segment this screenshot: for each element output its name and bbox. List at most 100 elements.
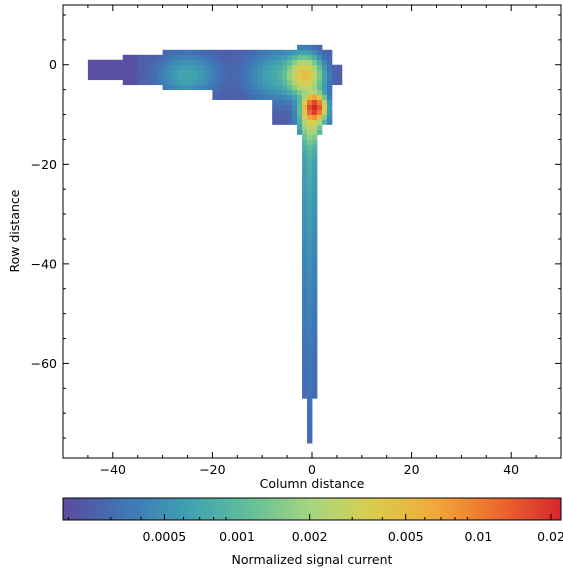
heatmap-cell [297, 94, 303, 100]
heatmap-cell [312, 388, 318, 394]
heatmap-cell [312, 378, 318, 384]
heatmap-cell [162, 54, 168, 61]
heatmap-cell [302, 288, 308, 295]
heatmap-cell [87, 59, 94, 66]
heatmap-cell [312, 154, 318, 160]
heatmap-cell [307, 94, 313, 100]
heatmap-cell [307, 64, 313, 71]
heatmap-cell [222, 74, 228, 81]
heatmap-cell [287, 79, 293, 86]
heatmap-cell [307, 194, 313, 200]
heatmap-cell [326, 119, 333, 125]
heatmap-cell [222, 64, 228, 71]
heatmap-cell [152, 79, 159, 86]
heatmap-cell [312, 303, 318, 310]
heatmap-cell [192, 54, 198, 61]
heatmap-cell [302, 273, 308, 280]
heatmap-cell [182, 84, 188, 91]
heatmap-cell [187, 49, 193, 56]
heatmap-cell [172, 54, 178, 61]
heatmap-cell [207, 59, 213, 66]
heatmap-cell [122, 79, 129, 86]
heatmap-cell [162, 69, 168, 76]
heatmap-cell [267, 94, 273, 100]
heatmap-cell [217, 64, 223, 71]
heatmap-cell [307, 214, 313, 220]
heatmap-cell [307, 338, 313, 344]
heatmap-cell [152, 64, 159, 71]
heatmap-cell [242, 59, 248, 66]
heatmap-cell [307, 253, 313, 260]
heatmap-cell [212, 69, 218, 76]
heatmap-cell [312, 224, 318, 230]
heatmap-cell [177, 49, 183, 56]
heatmap-cell [237, 89, 243, 96]
heatmap-cell [307, 258, 313, 265]
x-tick-label: 40 [503, 462, 519, 477]
heatmap-cell [222, 89, 228, 96]
heatmap-cell [307, 159, 313, 165]
heatmap-cell [277, 89, 283, 96]
heatmap-cell [252, 84, 258, 91]
heatmap-cell [122, 59, 129, 66]
heatmap-cell [307, 144, 313, 150]
heatmap-cell [312, 368, 318, 374]
heatmap-cell [242, 49, 248, 56]
heatmap-cell [326, 74, 333, 81]
heatmap-cell [167, 69, 173, 76]
heatmap-cell [302, 328, 308, 334]
heatmap-cell [312, 358, 318, 364]
heatmap-cell [262, 94, 268, 100]
heatmap-cell [307, 313, 313, 320]
heatmap-cell [312, 79, 318, 86]
heatmap-cell [312, 149, 318, 155]
heatmap-cell [272, 114, 278, 120]
heatmap-cell [312, 114, 318, 120]
heatmap-cell [307, 104, 313, 110]
heatmap-cell [117, 64, 124, 71]
heatmap-cell [112, 59, 119, 66]
heatmap-cell [321, 64, 328, 71]
heatmap-cell [316, 129, 323, 135]
heatmap-cell [207, 84, 213, 91]
colorbar-tick-label: 0.001 [219, 529, 255, 544]
x-tick-label: −20 [199, 462, 225, 477]
heatmap-cell [142, 74, 149, 81]
heatmap-cell [321, 114, 328, 120]
heatmap-cell [232, 84, 238, 91]
heatmap-cell [157, 59, 163, 66]
heatmap-cell [302, 109, 308, 115]
heatmap-cell [147, 79, 154, 86]
heatmap-cell [247, 69, 253, 76]
heatmap-cell [307, 44, 313, 51]
heatmap-cell [312, 229, 318, 235]
heatmap-cell [312, 49, 318, 56]
heatmap-cell [302, 383, 308, 389]
heatmap-cell [307, 408, 313, 414]
heatmap-cell [227, 74, 233, 81]
heatmap-cell [292, 79, 298, 86]
heatmap-cell [142, 79, 149, 86]
heatmap-cell [302, 144, 308, 150]
heatmap-cell [227, 89, 233, 96]
heatmap-cell [302, 169, 308, 175]
heatmap-cell [157, 64, 163, 71]
heatmap-cell [312, 363, 318, 369]
heatmap-cell [316, 124, 323, 130]
heatmap-cell [302, 378, 308, 384]
heatmap-cell [292, 54, 298, 61]
heatmap-cell [307, 199, 313, 205]
heatmap-cell [316, 79, 323, 86]
heatmap-cell [302, 243, 308, 250]
heatmap-cell [282, 114, 288, 120]
heatmap-cell [272, 54, 278, 61]
heatmap-cell [312, 169, 318, 175]
heatmap-cells [87, 44, 343, 444]
heatmap-cell [152, 54, 159, 61]
heatmap-cell [302, 238, 308, 245]
heatmap-cell [162, 59, 168, 66]
heatmap-cell [277, 79, 283, 86]
heatmap-cell [307, 268, 313, 275]
heatmap-cell [312, 393, 318, 399]
heatmap-cell [217, 49, 223, 56]
